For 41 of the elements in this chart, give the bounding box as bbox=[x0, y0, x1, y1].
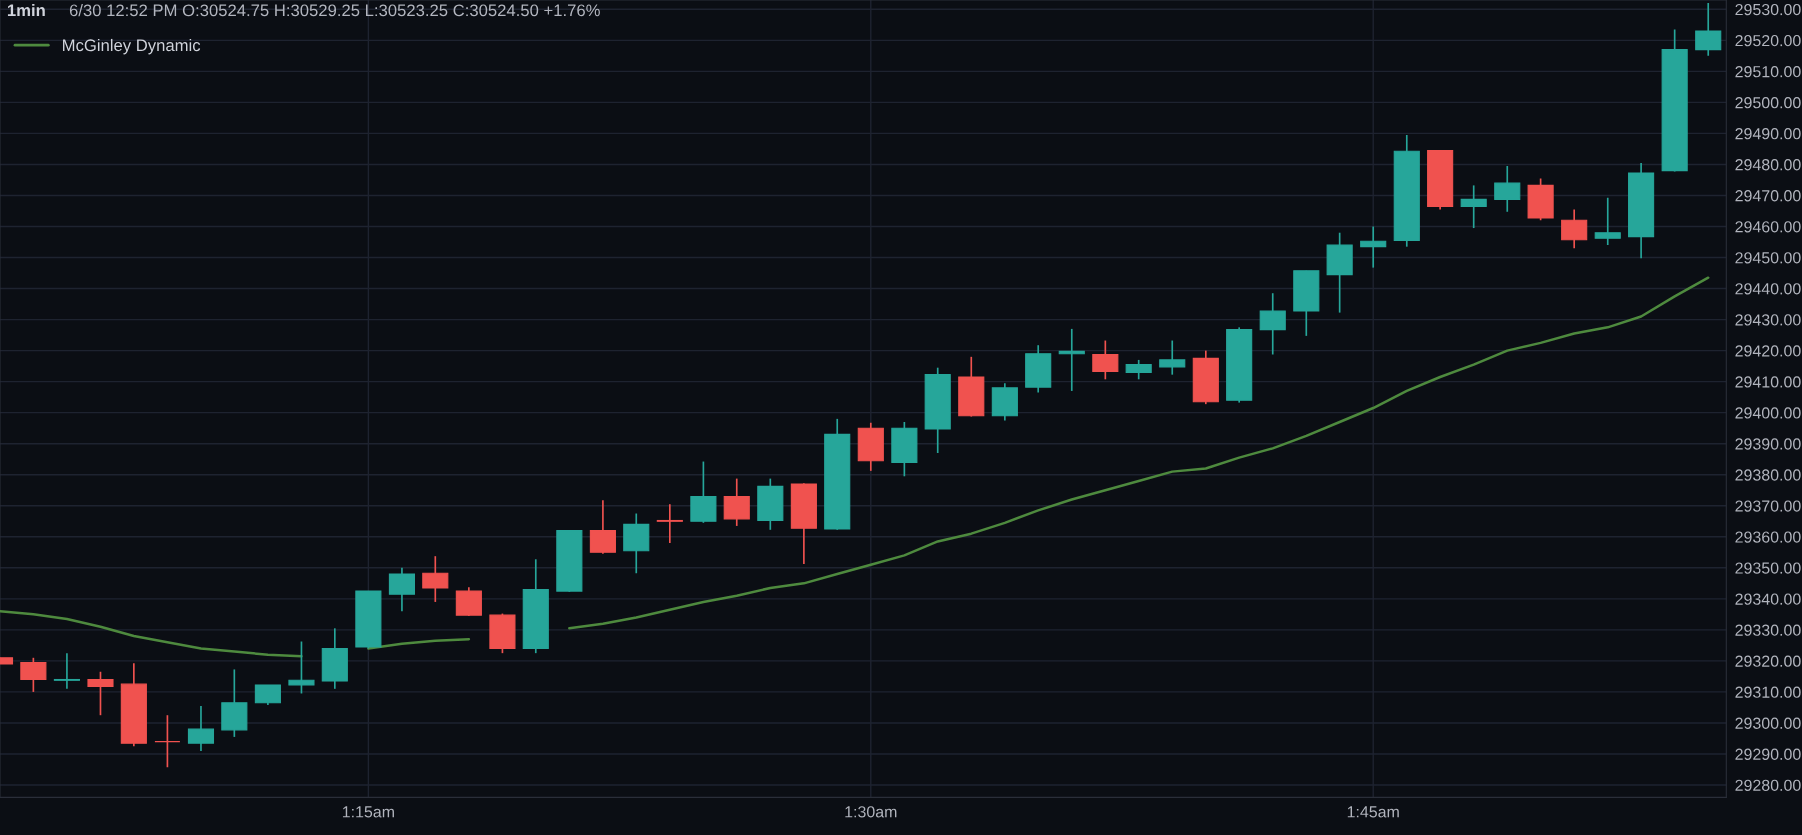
candlestick bbox=[1360, 225, 1387, 269]
y-tick-label: 29310.00 bbox=[1735, 686, 1801, 698]
chart-subtitle: 6/30 12:52 PM O:30524.75 H:30529.25 L:30523.25 C:30524.50 +1.76% bbox=[69, 3, 600, 17]
x-tick-label: 1:30am bbox=[845, 806, 897, 818]
y-tick-label: 29330.00 bbox=[1735, 624, 1801, 636]
candlestick bbox=[1159, 339, 1186, 376]
y-tick-label: 29470.00 bbox=[1735, 190, 1801, 202]
legend-label: McGinley Dynamic bbox=[63, 38, 201, 55]
y-tick-label: 29410.00 bbox=[1735, 376, 1801, 388]
y-tick-label: 29300.00 bbox=[1735, 717, 1801, 729]
y-tick-label: 29340.00 bbox=[1735, 593, 1801, 605]
y-tick-label: 29430.00 bbox=[1735, 314, 1801, 326]
y-tick-label: 29520.00 bbox=[1735, 34, 1801, 47]
y-tick-label: 29360.00 bbox=[1735, 531, 1801, 543]
candlestick bbox=[87, 670, 114, 717]
candlestick bbox=[1460, 184, 1487, 229]
candlestick bbox=[154, 714, 181, 769]
y-tick-label: 29380.00 bbox=[1735, 469, 1801, 481]
y-tick-label: 29280.00 bbox=[1735, 779, 1801, 791]
y-tick-label: 29440.00 bbox=[1735, 283, 1801, 295]
y-tick-label: 29390.00 bbox=[1735, 438, 1801, 450]
y-tick-label: 29400.00 bbox=[1735, 407, 1801, 419]
candlestick bbox=[53, 652, 80, 690]
candlestick bbox=[288, 640, 315, 695]
y-tick-label: 29480.00 bbox=[1735, 159, 1801, 171]
y-tick-label: 29500.00 bbox=[1735, 97, 1801, 109]
x-tick-label: 1:15am bbox=[342, 806, 394, 818]
y-tick-label: 29490.00 bbox=[1735, 128, 1801, 140]
y-tick-label: 29370.00 bbox=[1735, 500, 1801, 512]
y-tick-label: 29530.00 bbox=[1735, 3, 1801, 16]
y-tick-label: 29460.00 bbox=[1735, 221, 1801, 233]
x-tick-label: 1:45am bbox=[1347, 806, 1399, 818]
candlestick bbox=[1594, 196, 1621, 246]
candlestick bbox=[656, 503, 683, 544]
y-tick-label: 29350.00 bbox=[1735, 562, 1801, 574]
y-tick-label: 29320.00 bbox=[1735, 655, 1801, 667]
y-tick-label: 29510.00 bbox=[1735, 66, 1801, 78]
y-tick-label: 29450.00 bbox=[1735, 252, 1801, 264]
y-tick-label: 29290.00 bbox=[1735, 748, 1801, 760]
chart-title: 1min bbox=[7, 3, 45, 17]
y-tick-label: 29420.00 bbox=[1735, 345, 1801, 357]
